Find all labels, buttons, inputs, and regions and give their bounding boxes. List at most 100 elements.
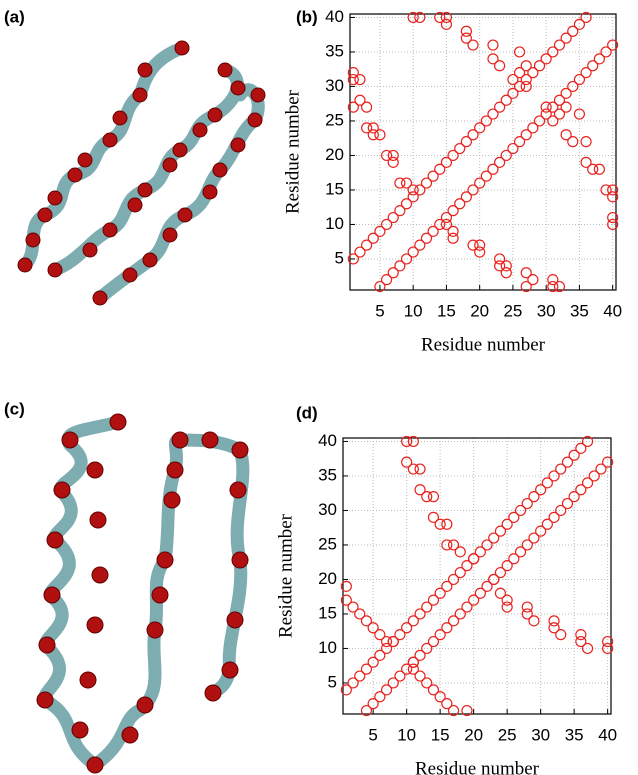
y-tick-label: 10	[318, 638, 337, 657]
y-tick-label: 5	[328, 672, 337, 691]
contact-point	[427, 594, 440, 606]
contact-point	[420, 232, 433, 244]
contact-point	[440, 18, 453, 30]
x-tick-label: 20	[464, 725, 483, 744]
contact-point	[521, 601, 533, 613]
contact-point	[380, 635, 393, 648]
contact-point	[394, 205, 406, 217]
contact-point	[494, 260, 506, 272]
contact-point	[593, 163, 605, 175]
contact-point	[454, 608, 466, 620]
y-tick-label: 35	[325, 41, 344, 60]
contact-point	[387, 635, 399, 648]
contact-point	[407, 184, 419, 196]
contact-point	[541, 477, 553, 489]
contact-point	[374, 129, 386, 141]
y-tick-label: 15	[325, 179, 344, 198]
contact-point	[467, 39, 479, 51]
contact-point	[414, 608, 426, 620]
contact-point	[561, 456, 574, 468]
contact-point	[607, 191, 619, 203]
contact-point	[441, 622, 453, 634]
y-tick-label: 40	[318, 431, 337, 450]
contact-point	[602, 456, 614, 468]
y-tick-label: 10	[325, 214, 344, 233]
contact-point	[494, 253, 506, 265]
contact-point	[340, 684, 352, 696]
contact-point	[367, 698, 379, 710]
contact-point	[454, 198, 466, 210]
contact-point	[441, 539, 453, 551]
helix-render-a	[17, 40, 266, 306]
contact-point	[387, 677, 399, 689]
contact-point	[580, 67, 592, 79]
x-tick-label: 35	[570, 301, 589, 320]
contact-point	[427, 170, 439, 182]
contact-point	[407, 463, 419, 475]
contact-point	[547, 274, 559, 286]
contact-point	[501, 518, 513, 530]
contact-point	[394, 177, 406, 189]
y-tick-label: 20	[318, 569, 337, 588]
contact-point	[481, 539, 493, 551]
contact-point	[507, 73, 519, 86]
contact-point	[575, 629, 587, 641]
contact-point	[360, 704, 373, 717]
contact-point	[600, 46, 612, 58]
contact-point	[548, 622, 560, 634]
contact-point	[528, 532, 540, 544]
contact-point	[568, 491, 580, 503]
contact-point	[540, 53, 552, 65]
contact-point	[414, 670, 426, 682]
contact-point	[340, 594, 352, 606]
contact-point	[560, 101, 572, 113]
contact-point	[367, 129, 379, 141]
y-axis-title: Residue number	[275, 513, 296, 638]
contact-point	[501, 594, 513, 606]
contact-point	[501, 601, 513, 613]
x-tick-label: 30	[537, 301, 556, 320]
contact-point	[374, 629, 386, 641]
contact-point	[548, 615, 560, 627]
contact-point	[607, 218, 619, 231]
x-tick-label: 5	[375, 301, 384, 320]
contact-point	[520, 73, 532, 86]
x-tick-label: 10	[404, 301, 423, 320]
x-axis-title: Residue number	[421, 334, 546, 355]
contact-point	[361, 122, 373, 134]
contact-point	[494, 101, 506, 113]
contact-point	[374, 225, 386, 237]
contact-point	[347, 101, 359, 113]
contact-point	[588, 470, 600, 482]
contact-point	[434, 163, 446, 175]
contact-point	[440, 11, 453, 24]
contact-point	[407, 656, 419, 668]
contact-point	[553, 108, 566, 120]
x-tick-label: 25	[503, 301, 522, 320]
contact-point	[468, 553, 480, 565]
contact-point	[380, 218, 393, 231]
contact-point	[467, 239, 479, 251]
contact-point	[467, 129, 479, 141]
contact-point	[421, 491, 433, 503]
contact-point	[494, 566, 507, 579]
contact-point	[461, 704, 473, 717]
contact-point	[553, 39, 566, 51]
contact-point	[573, 108, 586, 120]
contact-point	[440, 218, 453, 231]
contact-point	[354, 246, 366, 258]
y-axis-title: Residue number	[282, 89, 303, 214]
contact-point	[533, 115, 546, 127]
contact-point	[447, 615, 460, 627]
contact-point	[595, 463, 607, 475]
contact-point	[494, 156, 506, 168]
contact-point	[434, 11, 446, 24]
contact-point	[400, 253, 413, 265]
contact-point	[380, 684, 393, 696]
contact-point	[414, 184, 426, 196]
contact-point	[581, 477, 594, 489]
contact-point	[575, 442, 587, 454]
contact-point	[474, 546, 486, 558]
contact-point	[361, 239, 373, 251]
contact-point	[468, 594, 480, 606]
